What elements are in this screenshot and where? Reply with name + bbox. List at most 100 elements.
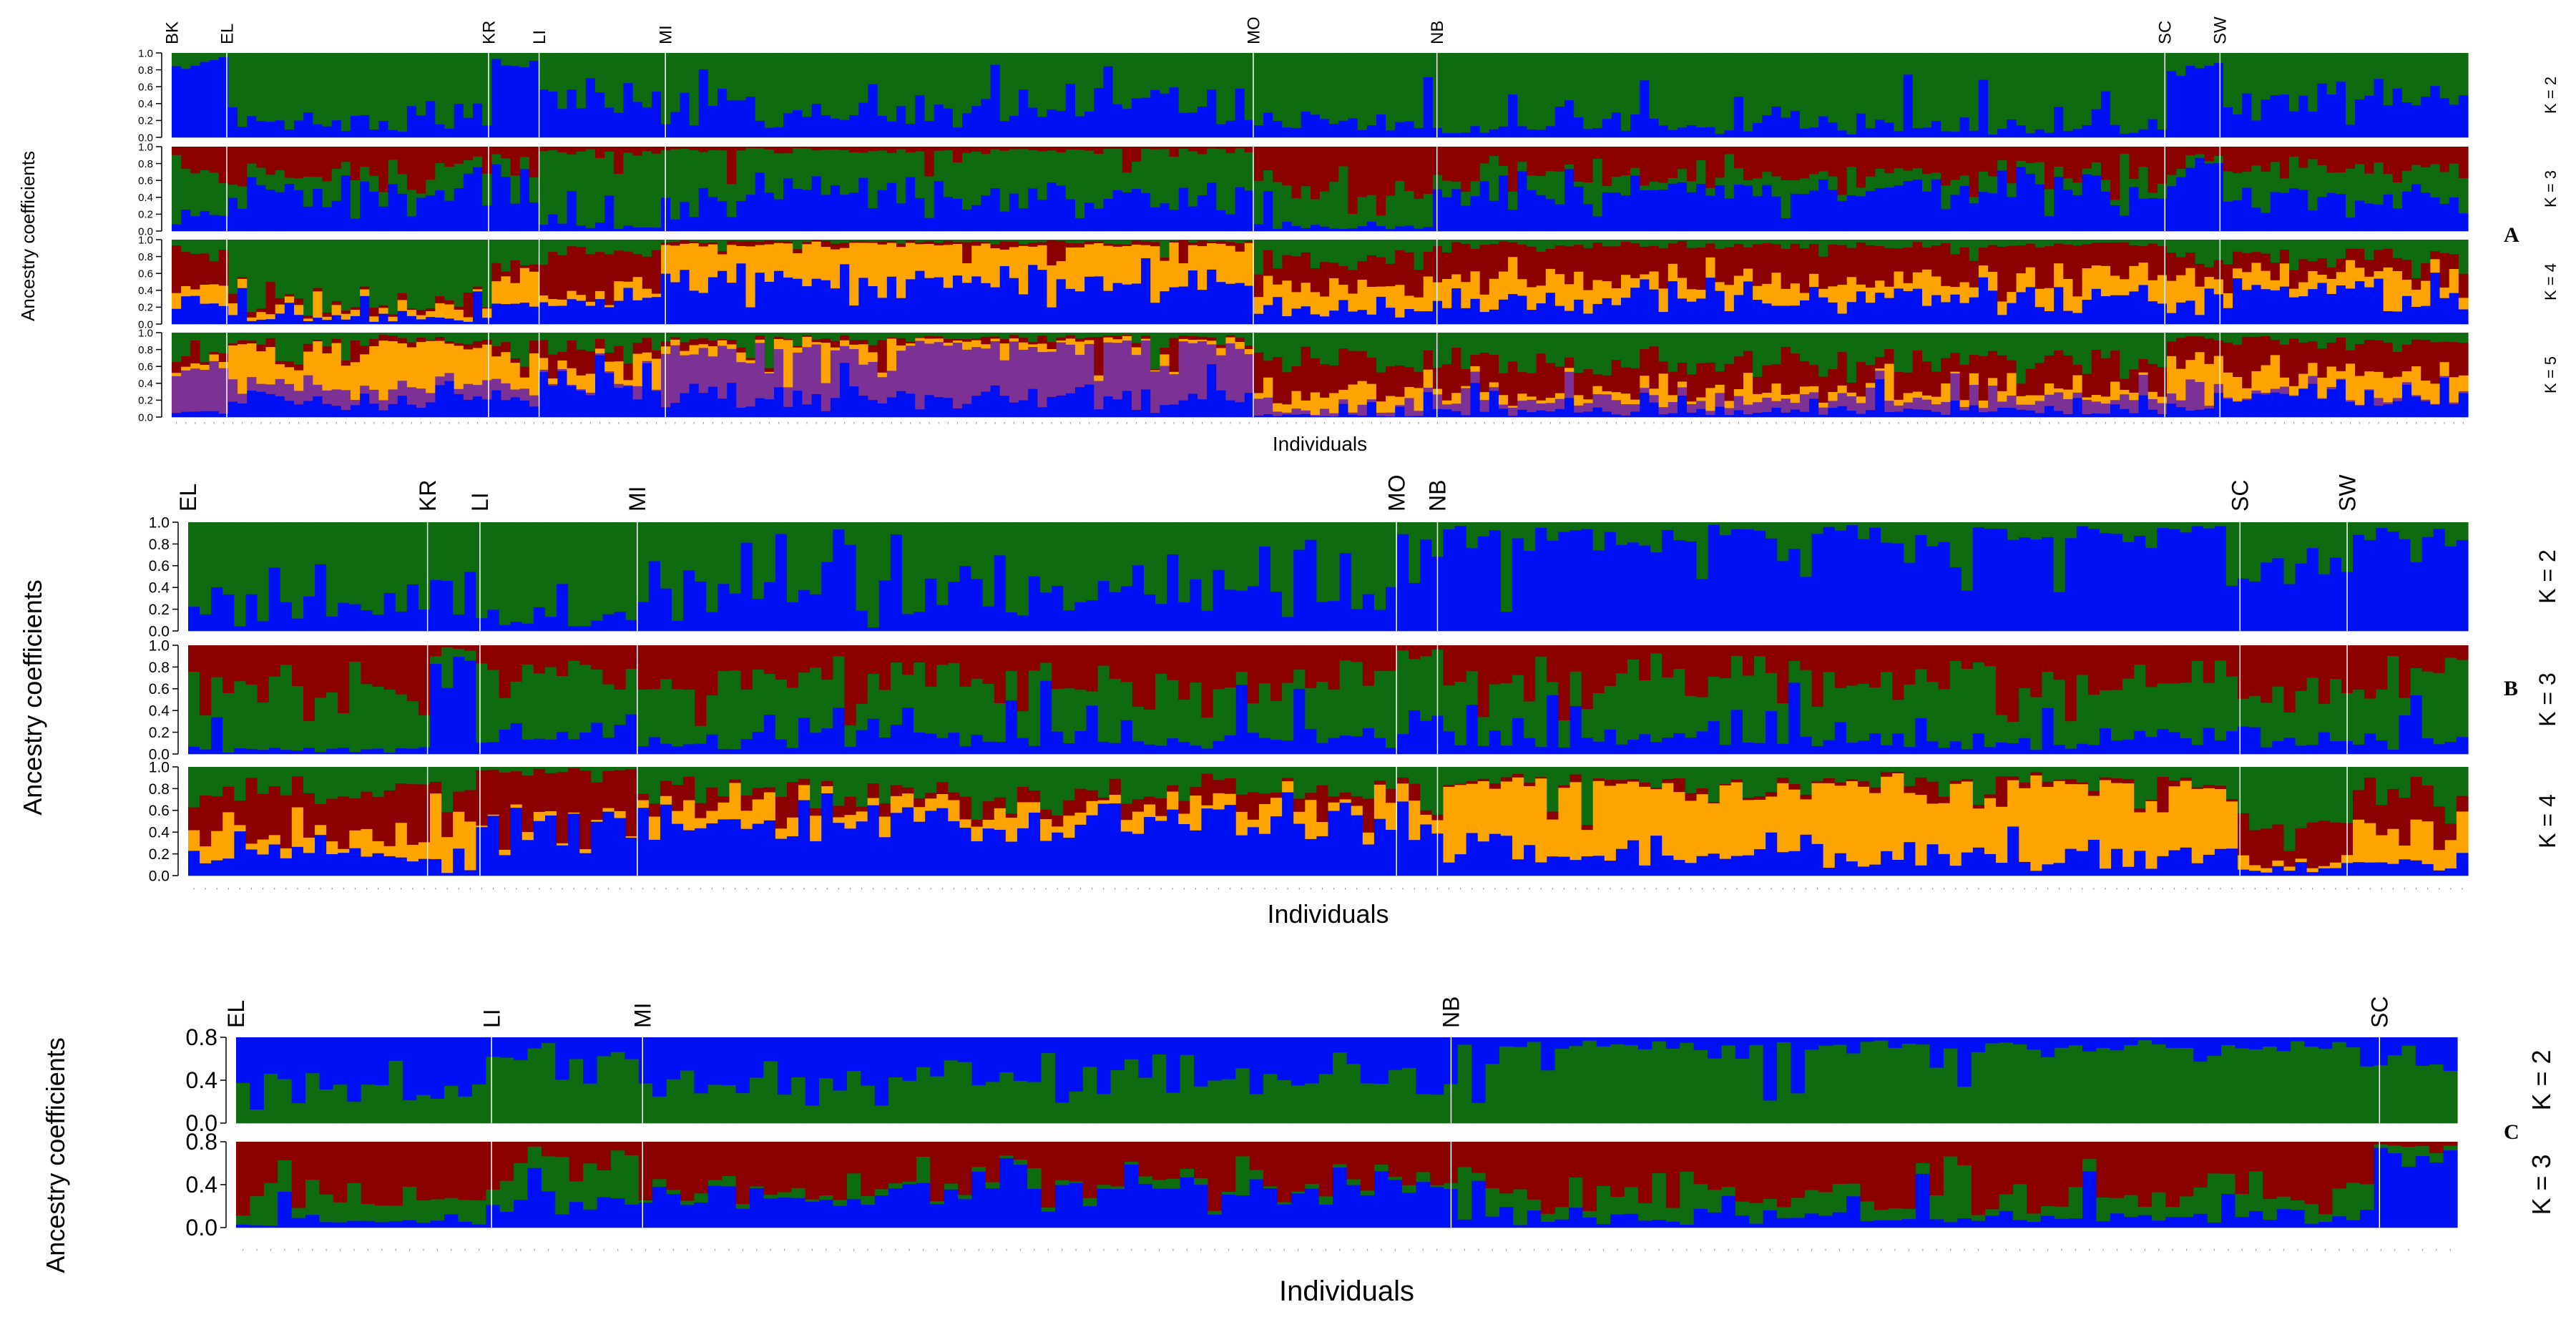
ancestry-bar-segment (1708, 524, 1720, 632)
ancestry-bar-segment (576, 349, 587, 376)
ancestry-bar-segment (1132, 565, 1145, 632)
ancestry-bar-segment (1627, 740, 1640, 755)
ancestry-bar-segment (1141, 341, 1151, 390)
ancestry-bar-segment (1329, 124, 1339, 138)
ancestry-bar-segment (661, 150, 671, 198)
ancestry-bar-segment (648, 522, 661, 562)
ancestry-bar-segment (190, 333, 201, 341)
ancestry-bar-segment (1310, 114, 1321, 138)
ancestry-bar-segment (2110, 242, 2120, 276)
ancestry-bar-segment (1442, 133, 1452, 138)
ancestry-bar-segment (181, 411, 191, 418)
ancestry-bar-segment (745, 241, 756, 247)
ancestry-bar-segment (707, 242, 718, 245)
ancestry-bar-segment (181, 356, 191, 367)
ancestry-bar-segment (369, 240, 380, 308)
ancestry-bar-segment (1224, 735, 1237, 755)
ancestry-bar-segment (1687, 401, 1697, 405)
ancestry-bar-segment (1696, 697, 1709, 732)
ancestry-bar-segment (2044, 406, 2055, 418)
ancestry-bar-segment (1028, 240, 1038, 243)
ancestry-bar-segment (2233, 401, 2243, 418)
ancestry-bar-segment (925, 578, 937, 632)
ancestry-bar-segment (1875, 379, 1885, 418)
individual-tick (1728, 422, 1730, 424)
individual-tick (251, 422, 253, 424)
ancestry-bar-segment (1837, 333, 1848, 353)
ancestry-bar-segment (2065, 522, 2077, 539)
ancestry-bar-segment (1442, 400, 1452, 405)
ancestry-bar-segment (1921, 410, 1932, 418)
ancestry-bar-segment (1141, 53, 1151, 98)
ancestry-bar-segment (962, 242, 972, 264)
ancestry-bar-segment (1527, 129, 1537, 138)
ancestry-bar-segment (1423, 276, 1434, 312)
ancestry-bar-segment (802, 147, 813, 149)
ancestry-bar-segment (2063, 240, 2074, 245)
ancestry-bar-segment (962, 240, 972, 243)
y-tick-label: 0.6 (149, 681, 170, 697)
ancestry-bar-segment (372, 767, 385, 798)
ancestry-bar-segment (1781, 117, 1791, 138)
ancestry-bar-segment (680, 351, 690, 356)
ancestry-bar-segment (313, 333, 323, 341)
ancestry-bar-segment (2345, 333, 2356, 351)
ancestry-bar-segment (476, 663, 489, 743)
ancestry-bar-segment (388, 160, 398, 185)
ancestry-bar-segment (1997, 333, 2007, 356)
ancestry-bar-segment (548, 299, 558, 307)
ancestry-bar-segment (510, 240, 521, 261)
ancestry-bar-segment (1253, 333, 1264, 353)
ancestry-bar-segment (1558, 720, 1571, 748)
ancestry-bar-segment (1762, 172, 1773, 185)
ancestry-bar-segment (510, 66, 521, 138)
ancestry-bar-segment (2289, 288, 2299, 298)
ancestry-bar-segment (181, 209, 191, 232)
ancestry-bar-segment (1160, 203, 1170, 232)
ancestry-bar-segment (1547, 522, 1559, 542)
ancestry-bar-segment (2401, 384, 2412, 418)
ancestry-bar-segment (567, 191, 577, 232)
ancestry-bar-segment (453, 767, 465, 792)
ancestry-bar-segment (2374, 162, 2384, 205)
ancestry-bar-segment (1301, 400, 1311, 411)
ancestry-bar-segment (265, 393, 276, 418)
ancestry-bar-segment (2376, 528, 2388, 632)
individual-tick (1625, 422, 1627, 424)
ancestry-bar-segment (557, 152, 568, 224)
ancestry-bar-segment (1658, 373, 1669, 408)
ancestry-bar-segment (268, 645, 281, 677)
ancestry-bar-segment (740, 828, 753, 876)
ancestry-bar-segment (1630, 278, 1640, 288)
ancestry-bar-segment (1837, 195, 1848, 202)
ancestry-bar-segment (811, 342, 822, 345)
ancestry-bar-segment (1187, 151, 1198, 207)
ancestry-bar-segment (1074, 602, 1087, 632)
ancestry-bar-segment (1052, 522, 1064, 587)
ancestry-bar-segment (1005, 612, 1018, 632)
ancestry-bar-segment (1197, 147, 1208, 155)
ancestry-bar-segment (1094, 154, 1105, 209)
ancestry-bar-segment (2439, 203, 2450, 232)
ancestry-bar-segment (981, 147, 991, 155)
ancestry-bar-segment (1941, 285, 1951, 303)
ancestry-bar-segment (2110, 351, 2120, 382)
ancestry-bar-segment (1235, 187, 1245, 232)
ancestry-bar-segment (464, 870, 476, 876)
ancestry-bar-segment (1799, 386, 1810, 395)
ancestry-bar-segment (1216, 149, 1227, 211)
ancestry-bar-segment (740, 542, 753, 632)
ancestry-bar-segment (1150, 242, 1160, 247)
ancestry-bar-segment (1169, 240, 1180, 243)
ancestry-bar-segment (1461, 205, 1471, 232)
ancestry-bar-segment (962, 339, 972, 342)
ancestry-bar-segment (1320, 147, 1330, 192)
ancestry-bar-segment (1818, 414, 1829, 418)
ancestry-bar-segment (689, 53, 700, 126)
ancestry-bar-segment (830, 147, 841, 150)
ancestry-bar-segment (2317, 147, 2328, 166)
ancestry-bar-segment (2063, 147, 2074, 179)
ancestry-bar-segment (303, 853, 315, 876)
ancestry-bar-segment (1604, 685, 1617, 730)
ancestry-bar-segment (2261, 240, 2271, 254)
